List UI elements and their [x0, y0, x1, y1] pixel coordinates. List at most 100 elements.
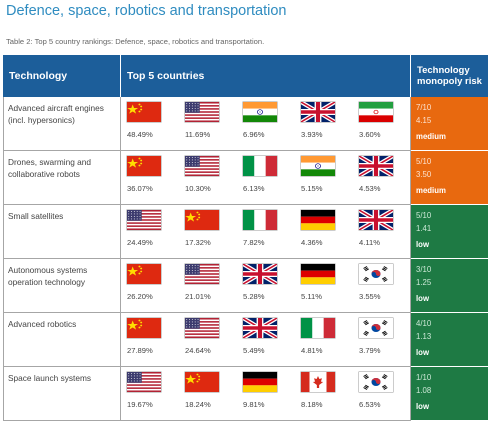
country-cell: 48.49%: [121, 97, 179, 151]
germany-flag-icon: [243, 372, 277, 392]
country-share: 11.69%: [185, 130, 211, 139]
south-korea-flag-icon: [359, 264, 393, 284]
country-share: 19.67%: [127, 400, 153, 409]
china-flag-icon: [185, 210, 219, 230]
usa-flag-icon: [127, 210, 161, 230]
country-share: 9.81%: [243, 400, 265, 409]
country-share: 4.81%: [301, 346, 323, 355]
risk-score: 4/10: [416, 319, 432, 328]
country-cell: 4.53%: [353, 151, 412, 205]
country-cell: 26.20%: [121, 259, 179, 313]
table-row: Advanced aircraft engines (incl. hyperso…: [3, 97, 489, 151]
risk-value: 1.13: [416, 332, 432, 341]
header-monopoly-risk: Technology monopoly risk: [411, 55, 489, 97]
monopoly-risk-cell: 7/10 4.15 medium: [411, 97, 489, 151]
country-cell: 24.49%: [121, 205, 179, 259]
china-flag-icon: [185, 372, 219, 392]
country-cell: 4.11%: [353, 205, 412, 259]
india-flag-icon: [243, 102, 277, 122]
italy-flag-icon: [243, 156, 277, 176]
header-row: Technology Top 5 countries Technology mo…: [3, 55, 489, 97]
country-share: 36.07%: [127, 184, 153, 193]
risk-score: 1/10: [416, 373, 432, 382]
country-cell: 5.15%: [295, 151, 353, 205]
country-cell: 19.67%: [121, 367, 179, 421]
risk-level: low: [416, 240, 430, 249]
south-korea-flag-icon: [359, 372, 393, 392]
technology-cell: Advanced robotics: [3, 313, 121, 367]
usa-flag-icon: [185, 264, 219, 284]
country-cell: 11.69%: [179, 97, 237, 151]
italy-flag-icon: [301, 318, 335, 338]
country-share: 3.79%: [359, 346, 381, 355]
country-cell: 6.96%: [237, 97, 295, 151]
risk-level: medium: [416, 132, 446, 141]
monopoly-risk-cell: 5/10 1.41 low: [411, 205, 489, 259]
table-row: Advanced robotics 27.89% 24.64% 5.49% 4.81% 3…: [3, 313, 489, 367]
country-cell: 5.28%: [237, 259, 295, 313]
table-row: Drones, swarming and collaborative robot…: [3, 151, 489, 205]
country-share: 8.18%: [301, 400, 323, 409]
country-share: 5.28%: [243, 292, 265, 301]
country-cell: 8.18%: [295, 367, 353, 421]
china-flag-icon: [127, 102, 161, 122]
country-share: 21.01%: [185, 292, 211, 301]
country-share: 27.89%: [127, 346, 153, 355]
country-share: 6.13%: [243, 184, 265, 193]
country-cell: 6.13%: [237, 151, 295, 205]
country-share: 4.11%: [359, 238, 380, 247]
country-cell: 4.81%: [295, 313, 353, 367]
risk-value: 3.50: [416, 170, 432, 179]
risk-level: low: [416, 294, 430, 303]
germany-flag-icon: [301, 264, 335, 284]
risk-level: medium: [416, 186, 446, 195]
risk-score: 5/10: [416, 211, 432, 220]
country-share: 3.55%: [359, 292, 381, 301]
country-share: 48.49%: [127, 130, 153, 139]
monopoly-risk-cell: 3/10 1.25 low: [411, 259, 489, 313]
country-cell: 36.07%: [121, 151, 179, 205]
south-korea-flag-icon: [359, 318, 393, 338]
country-cell: 5.49%: [237, 313, 295, 367]
country-share: 6.96%: [243, 130, 265, 139]
country-cell: 4.36%: [295, 205, 353, 259]
uk-flag-icon: [241, 262, 279, 286]
monopoly-risk-cell: 5/10 3.50 medium: [411, 151, 489, 205]
country-cell: 17.32%: [179, 205, 237, 259]
technology-cell: Space launch systems: [3, 367, 121, 421]
country-share: 4.36%: [301, 238, 323, 247]
canada-flag-icon: [301, 372, 335, 392]
country-cell: 10.30%: [179, 151, 237, 205]
monopoly-risk-cell: 4/10 1.13 low: [411, 313, 489, 367]
india-flag-icon: [301, 156, 335, 176]
usa-flag-icon: [127, 372, 161, 392]
china-flag-icon: [127, 318, 161, 338]
country-share: 17.32%: [185, 238, 211, 247]
country-share: 5.11%: [301, 292, 322, 301]
usa-flag-icon: [185, 318, 219, 338]
risk-value: 1.08: [416, 386, 432, 395]
technology-cell: Small satellites: [3, 205, 121, 259]
header-technology: Technology: [3, 55, 121, 97]
country-share: 3.60%: [359, 130, 381, 139]
risk-level: low: [416, 348, 430, 357]
country-cell: 9.81%: [237, 367, 295, 421]
table-row: Small satellites 24.49% 17.32% 7.82% 4.36% 4.…: [3, 205, 489, 259]
country-share: 6.53%: [359, 400, 381, 409]
iran-flag-icon: [359, 102, 393, 122]
country-share: 3.93%: [301, 130, 323, 139]
country-share: 5.15%: [301, 184, 323, 193]
header-top-countries: Top 5 countries: [121, 55, 412, 97]
country-cell: 3.93%: [295, 97, 353, 151]
germany-flag-icon: [301, 210, 335, 230]
risk-value: 1.41: [416, 224, 432, 233]
country-cell: 21.01%: [179, 259, 237, 313]
china-flag-icon: [127, 156, 161, 176]
country-share: 26.20%: [127, 292, 153, 301]
country-share: 4.53%: [359, 184, 381, 193]
country-cell: 7.82%: [237, 205, 295, 259]
uk-flag-icon: [241, 316, 279, 340]
country-cell: 3.60%: [353, 97, 412, 151]
rankings-table: Technology Top 5 countries Technology mo…: [3, 55, 489, 421]
uk-flag-icon: [299, 100, 337, 124]
